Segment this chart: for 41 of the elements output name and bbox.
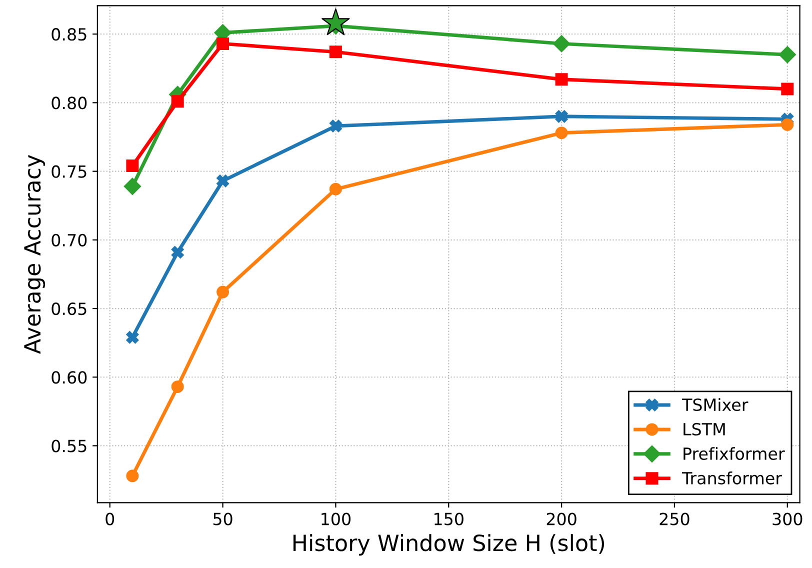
x-tick-label: 200 [546, 512, 576, 526]
point [171, 95, 184, 108]
y-tick-label: 0.80 [52, 96, 87, 110]
legend-label: Prefixformer [684, 447, 785, 460]
x-tick-label: 50 [213, 512, 232, 526]
point [329, 46, 342, 58]
legend-label: TSMixer [682, 398, 748, 412]
y-tick-label: 0.85 [52, 28, 86, 41]
y-tick-label: 0.75 [52, 165, 86, 178]
point [171, 246, 184, 259]
point [216, 174, 230, 188]
x-tick-label: 150 [434, 512, 464, 526]
point [555, 110, 568, 123]
point [126, 331, 139, 344]
legend-label: Transformer [682, 472, 782, 484]
x-tick-label: 100 [322, 512, 351, 526]
point [329, 120, 342, 132]
point [216, 286, 230, 298]
point [126, 470, 139, 482]
point [329, 182, 342, 196]
point [555, 126, 568, 140]
point [778, 46, 796, 64]
y-axis-title: Average Accuracy [24, 154, 46, 354]
y-tick-label: 0.60 [52, 371, 87, 384]
y-tick-label: 0.55 [52, 440, 86, 452]
x-tick-label: 0 [106, 512, 114, 526]
x-axis-title: History Window Size H (slot) [293, 534, 604, 556]
point [126, 160, 139, 172]
point [781, 118, 794, 131]
point [553, 35, 570, 52]
x-tick-label: 300 [772, 512, 802, 526]
y-tick-label: 0.65 [52, 302, 86, 316]
point [124, 178, 141, 195]
point [555, 73, 568, 86]
point [322, 8, 350, 36]
x-tick-label: 250 [660, 512, 690, 526]
y-tick-label: 0.70 [52, 234, 87, 246]
point [216, 37, 230, 50]
legend-label: LSTM [684, 422, 725, 436]
point [781, 82, 794, 96]
point [171, 380, 184, 393]
